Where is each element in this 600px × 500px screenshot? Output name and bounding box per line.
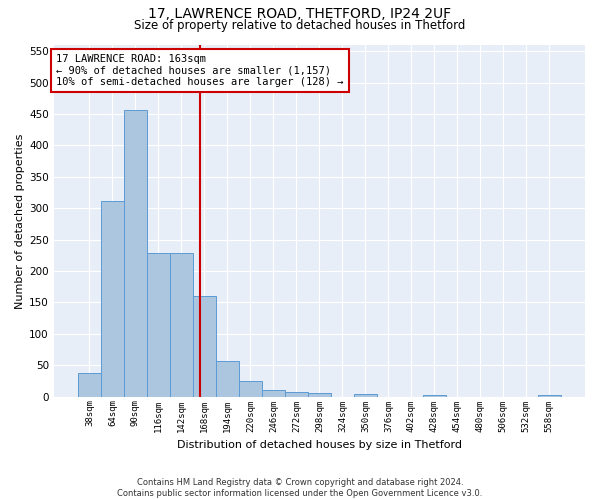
Bar	[308, 394, 331, 396]
Text: Size of property relative to detached houses in Thetford: Size of property relative to detached ho…	[134, 18, 466, 32]
Bar	[216, 361, 239, 396]
Bar	[262, 390, 285, 396]
Bar	[285, 392, 308, 396]
Bar	[101, 202, 124, 396]
Text: 17 LAWRENCE ROAD: 163sqm
← 90% of detached houses are smaller (1,157)
10% of sem: 17 LAWRENCE ROAD: 163sqm ← 90% of detach…	[56, 54, 344, 87]
Text: 17, LAWRENCE ROAD, THETFORD, IP24 2UF: 17, LAWRENCE ROAD, THETFORD, IP24 2UF	[148, 8, 452, 22]
Bar	[239, 381, 262, 396]
Text: Contains HM Land Registry data © Crown copyright and database right 2024.
Contai: Contains HM Land Registry data © Crown c…	[118, 478, 482, 498]
Bar	[170, 254, 193, 396]
Y-axis label: Number of detached properties: Number of detached properties	[15, 133, 25, 308]
Bar	[147, 254, 170, 396]
X-axis label: Distribution of detached houses by size in Thetford: Distribution of detached houses by size …	[177, 440, 462, 450]
Bar	[78, 373, 101, 396]
Bar	[354, 394, 377, 396]
Bar	[193, 296, 216, 396]
Bar	[124, 110, 147, 397]
